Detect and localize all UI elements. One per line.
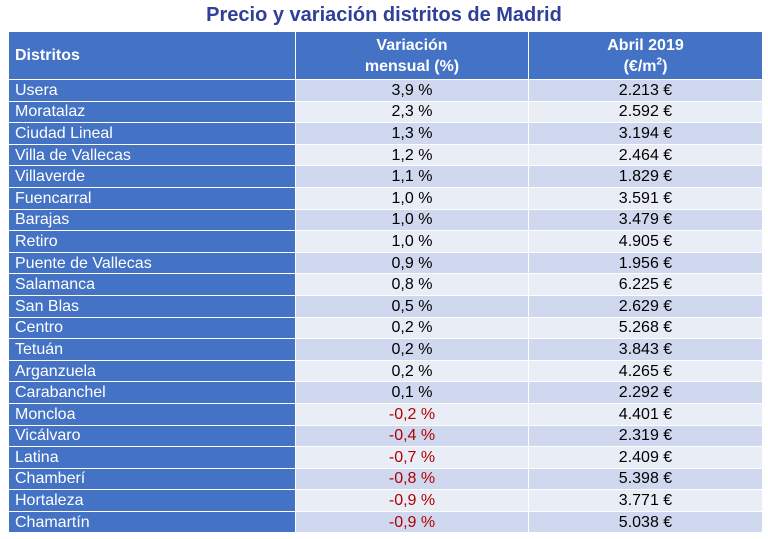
header-price-unit: (€/m2): [623, 56, 668, 75]
table-row: Puente de Vallecas 0,9 % 1.956 €: [8, 251, 763, 275]
variation-cell: 0,5 %: [295, 294, 529, 318]
price-table: Distritos Variación mensual (%) Abril 20…: [8, 31, 763, 534]
district-cell: Arganzuela: [8, 359, 296, 383]
district-cell: Barajas: [8, 208, 296, 232]
variation-cell: 0,2 %: [295, 359, 529, 383]
variation-cell: 0,2 %: [295, 316, 529, 340]
price-cell: 2.213 €: [528, 79, 763, 102]
header-price-line1: Abril 2019: [607, 36, 684, 54]
price-cell: 1.829 €: [528, 165, 763, 188]
price-cell: 2.409 €: [528, 446, 763, 469]
table-title: Precio y variación distritos de Madrid: [206, 4, 562, 26]
header-row: Distritos Variación mensual (%) Abril 20…: [8, 31, 763, 80]
table-row: Centro 0,2 % 5.268 €: [8, 316, 763, 340]
table-row: Arganzuela 0,2 % 4.265 €: [8, 359, 763, 383]
district-cell: Villa de Vallecas: [8, 143, 296, 167]
price-cell: 3.479 €: [528, 208, 763, 232]
table-row: Fuencarral 1,0 % 3.591 €: [8, 186, 763, 210]
price-cell: 5.268 €: [528, 316, 763, 340]
district-cell: Latina: [8, 446, 296, 469]
variation-cell: 3,9 %: [295, 79, 529, 102]
table-row: Retiro 1,0 % 4.905 €: [8, 230, 763, 253]
district-cell: Moncloa: [8, 402, 296, 426]
variation-cell: 2,3 %: [295, 100, 529, 124]
table-row: Chamberí -0,8 % 5.398 €: [8, 467, 763, 491]
header-price-unit-sup: 2: [656, 56, 663, 68]
price-cell: 6.225 €: [528, 273, 763, 296]
price-cell: 1.956 €: [528, 251, 763, 275]
price-cell: 2.629 €: [528, 294, 763, 318]
variation-cell: -0,4 %: [295, 424, 529, 448]
table-row: Latina -0,7 % 2.409 €: [8, 446, 763, 469]
variation-cell: -0,9 %: [295, 489, 529, 512]
district-cell: Vicálvaro: [8, 424, 296, 448]
table-row: Salamanca 0,8 % 6.225 €: [8, 273, 763, 296]
header-variation-line1: Variación: [376, 36, 448, 54]
district-cell: Centro: [8, 316, 296, 340]
price-cell: 5.038 €: [528, 510, 763, 534]
table-row: San Blas 0,5 % 2.629 €: [8, 294, 763, 318]
price-cell: 4.401 €: [528, 402, 763, 426]
header-price-unit-post: ): [662, 57, 668, 75]
variation-cell: -0,2 %: [295, 402, 529, 426]
table-row: Moratalaz 2,3 % 2.592 €: [8, 100, 763, 124]
variation-cell: 0,1 %: [295, 381, 529, 404]
table-row: Tetuán 0,2 % 3.843 €: [8, 338, 763, 361]
table-row: Moncloa -0,2 % 4.401 €: [8, 402, 763, 426]
header-price-unit-pre: (€/m: [623, 57, 657, 75]
price-cell: 5.398 €: [528, 467, 763, 491]
variation-cell: -0,8 %: [295, 467, 529, 491]
price-cell: 3.591 €: [528, 186, 763, 210]
price-cell: 2.592 €: [528, 100, 763, 124]
variation-cell: -0,7 %: [295, 446, 529, 469]
price-cell: 2.464 €: [528, 143, 763, 167]
variation-cell: 1,0 %: [295, 186, 529, 210]
variation-cell: 1,0 %: [295, 208, 529, 232]
table-row: Villa de Vallecas 1,2 % 2.464 €: [8, 143, 763, 167]
district-cell: Villaverde: [8, 165, 296, 188]
district-cell: Puente de Vallecas: [8, 251, 296, 275]
table-row: Carabanchel 0,1 % 2.292 €: [8, 381, 763, 404]
district-cell: Chamberí: [8, 467, 296, 491]
district-cell: Carabanchel: [8, 381, 296, 404]
variation-cell: 1,0 %: [295, 230, 529, 253]
price-cell: 3.194 €: [528, 122, 763, 145]
district-cell: Chamartín: [8, 510, 296, 534]
variation-cell: 0,2 %: [295, 338, 529, 361]
price-cell: 4.265 €: [528, 359, 763, 383]
table-row: Vicálvaro -0,4 % 2.319 €: [8, 424, 763, 448]
district-cell: Salamanca: [8, 273, 296, 296]
header-variation-line2: mensual (%): [364, 57, 460, 75]
variation-cell: 1,2 %: [295, 143, 529, 167]
header-price: Abril 2019 (€/m2): [528, 31, 763, 80]
header-variation: Variación mensual (%): [295, 31, 529, 80]
price-cell: 2.319 €: [528, 424, 763, 448]
district-cell: Ciudad Lineal: [8, 122, 296, 145]
variation-cell: 0,8 %: [295, 273, 529, 296]
district-cell: Moratalaz: [8, 100, 296, 124]
district-cell: Hortaleza: [8, 489, 296, 512]
table-row: Usera 3,9 % 2.213 €: [8, 79, 763, 102]
variation-cell: 1,1 %: [295, 165, 529, 188]
district-cell: Fuencarral: [8, 186, 296, 210]
variation-cell: 0,9 %: [295, 251, 529, 275]
variation-cell: -0,9 %: [295, 510, 529, 534]
variation-cell: 1,3 %: [295, 122, 529, 145]
table-row: Villaverde 1,1 % 1.829 €: [8, 165, 763, 188]
price-table-container: Distritos Variación mensual (%) Abril 20…: [8, 31, 763, 534]
table-row: Ciudad Lineal 1,3 % 3.194 €: [8, 122, 763, 145]
price-cell: 3.843 €: [528, 338, 763, 361]
table-row: Chamartín -0,9 % 5.038 €: [8, 510, 763, 534]
district-cell: San Blas: [8, 294, 296, 318]
price-cell: 2.292 €: [528, 381, 763, 404]
table-row: Hortaleza -0,9 % 3.771 €: [8, 489, 763, 512]
district-cell: Tetuán: [8, 338, 296, 361]
header-districts: Distritos: [8, 31, 296, 80]
table-body: Usera 3,9 % 2.213 € Moratalaz 2,3 % 2.592 € Ci…: [8, 79, 763, 534]
price-cell: 3.771 €: [528, 489, 763, 512]
district-cell: Retiro: [8, 230, 296, 253]
table-row: Barajas 1,0 % 3.479 €: [8, 208, 763, 232]
district-cell: Usera: [8, 79, 296, 102]
price-cell: 4.905 €: [528, 230, 763, 253]
